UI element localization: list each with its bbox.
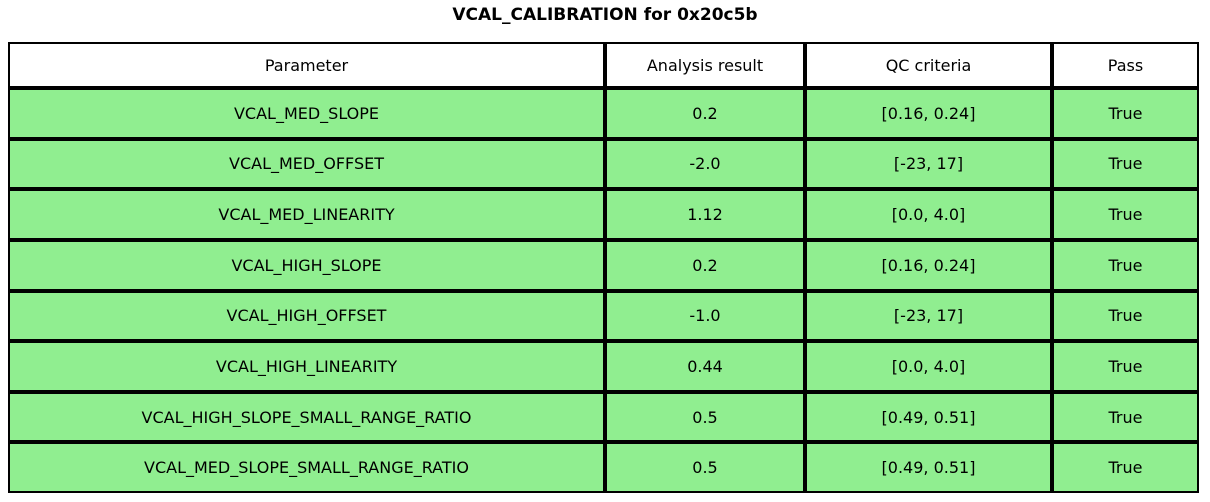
cell-qc-criteria: [0.0, 4.0]: [805, 189, 1052, 240]
cell-parameter: VCAL_MED_LINEARITY: [8, 189, 605, 240]
table-row: VCAL_HIGH_SLOPE_SMALL_RANGE_RATIO 0.5 [0…: [8, 391, 1199, 443]
cell-qc-criteria: [0.16, 0.24]: [805, 88, 1052, 139]
table-row: VCAL_MED_LINEARITY 1.12 [0.0, 4.0] True: [8, 189, 1199, 240]
table-row: VCAL_MED_SLOPE 0.2 [0.16, 0.24] True: [8, 88, 1199, 139]
qc-table: Parameter Analysis result QC criteria Pa…: [8, 42, 1199, 493]
cell-pass: True: [1052, 138, 1199, 190]
cell-qc-criteria: [0.49, 0.51]: [805, 391, 1052, 443]
cell-analysis-result: 0.2: [605, 239, 805, 291]
cell-analysis-result: 0.44: [605, 341, 805, 392]
cell-qc-criteria: [0.49, 0.51]: [805, 442, 1052, 493]
cell-pass: True: [1052, 88, 1199, 139]
column-header-pass: Pass: [1052, 42, 1199, 88]
cell-parameter: VCAL_HIGH_LINEARITY: [8, 341, 605, 392]
column-header-parameter: Parameter: [8, 42, 605, 88]
cell-parameter: VCAL_HIGH_SLOPE: [8, 239, 605, 291]
cell-analysis-result: 1.12: [605, 189, 805, 240]
cell-parameter: VCAL_MED_SLOPE: [8, 88, 605, 139]
cell-analysis-result: -1.0: [605, 290, 805, 342]
cell-pass: True: [1052, 341, 1199, 392]
cell-pass: True: [1052, 290, 1199, 342]
cell-qc-criteria: [-23, 17]: [805, 290, 1052, 342]
cell-analysis-result: 0.2: [605, 88, 805, 139]
cell-analysis-result: 0.5: [605, 442, 805, 493]
table-row: VCAL_HIGH_LINEARITY 0.44 [0.0, 4.0] True: [8, 341, 1199, 392]
cell-analysis-result: -2.0: [605, 138, 805, 190]
column-header-analysis-result: Analysis result: [605, 42, 805, 88]
cell-parameter: VCAL_MED_SLOPE_SMALL_RANGE_RATIO: [8, 442, 605, 493]
column-header-qc-criteria: QC criteria: [805, 42, 1052, 88]
cell-pass: True: [1052, 189, 1199, 240]
header-row: Parameter Analysis result QC criteria Pa…: [8, 42, 1199, 88]
cell-parameter: VCAL_MED_OFFSET: [8, 138, 605, 190]
figure-title: VCAL_CALIBRATION for 0x20c5b: [452, 5, 758, 25]
table-row: VCAL_MED_OFFSET -2.0 [-23, 17] True: [8, 138, 1199, 190]
cell-parameter: VCAL_HIGH_SLOPE_SMALL_RANGE_RATIO: [8, 391, 605, 443]
cell-pass: True: [1052, 442, 1199, 493]
cell-analysis-result: 0.5: [605, 391, 805, 443]
cell-qc-criteria: [0.16, 0.24]: [805, 239, 1052, 291]
cell-qc-criteria: [0.0, 4.0]: [805, 341, 1052, 392]
cell-parameter: VCAL_HIGH_OFFSET: [8, 290, 605, 342]
table-row: VCAL_HIGH_OFFSET -1.0 [-23, 17] True: [8, 290, 1199, 342]
cell-qc-criteria: [-23, 17]: [805, 138, 1052, 190]
table-row: VCAL_HIGH_SLOPE 0.2 [0.16, 0.24] True: [8, 239, 1199, 291]
table-row: VCAL_MED_SLOPE_SMALL_RANGE_RATIO 0.5 [0.…: [8, 442, 1199, 493]
cell-pass: True: [1052, 239, 1199, 291]
cell-pass: True: [1052, 391, 1199, 443]
